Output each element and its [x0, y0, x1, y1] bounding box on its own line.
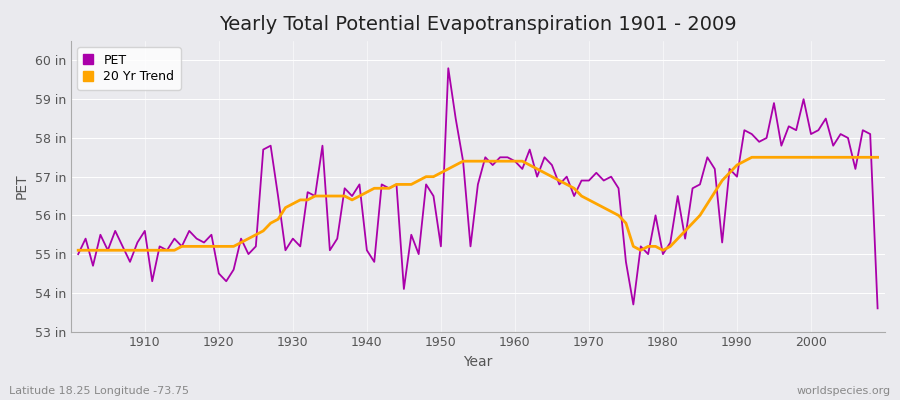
Text: Latitude 18.25 Longitude -73.75: Latitude 18.25 Longitude -73.75: [9, 386, 189, 396]
Title: Yearly Total Potential Evapotranspiration 1901 - 2009: Yearly Total Potential Evapotranspiratio…: [219, 15, 737, 34]
PET: [132, 240, 143, 245]
PET: [517, 166, 527, 171]
Legend: PET, 20 Yr Trend: PET, 20 Yr Trend: [77, 47, 181, 90]
20 Yr Trend: [295, 198, 306, 202]
Text: worldspecies.org: worldspecies.org: [796, 386, 891, 396]
X-axis label: Year: Year: [464, 355, 492, 369]
PET: [606, 174, 616, 179]
20 Yr Trend: [509, 159, 520, 164]
Line: PET: PET: [78, 68, 878, 308]
20 Yr Trend: [339, 194, 350, 198]
PET: [73, 252, 84, 256]
Line: 20 Yr Trend: 20 Yr Trend: [78, 157, 878, 250]
PET: [339, 186, 350, 191]
PET: [295, 244, 306, 249]
PET: [509, 159, 520, 164]
Y-axis label: PET: PET: [15, 174, 29, 199]
20 Yr Trend: [746, 155, 757, 160]
PET: [872, 306, 883, 311]
20 Yr Trend: [598, 205, 609, 210]
20 Yr Trend: [132, 248, 143, 253]
20 Yr Trend: [73, 248, 84, 253]
20 Yr Trend: [502, 159, 513, 164]
20 Yr Trend: [872, 155, 883, 160]
PET: [443, 66, 454, 71]
